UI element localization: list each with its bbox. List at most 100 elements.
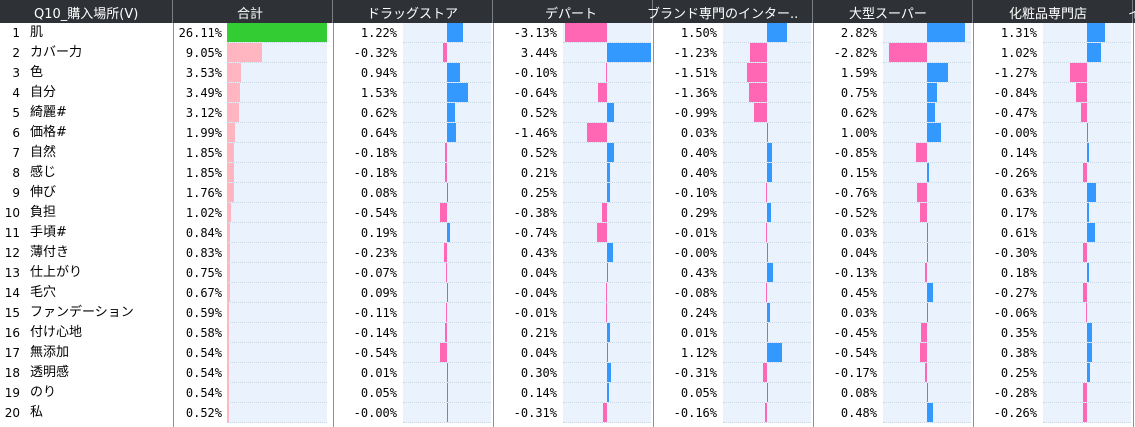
share-value: -0.06% bbox=[993, 306, 1037, 320]
share-bar-cell bbox=[403, 223, 491, 243]
share-value: 0.62% bbox=[840, 106, 877, 120]
table-row[interactable]: 14 毛穴 0.67% 0.09% -0.04% -0.08% 0.45% -0.27% bbox=[0, 283, 1135, 303]
table-row[interactable]: 2 カバー力 9.05% -0.32% 3.44% -1.23% -2.82% 1.02% bbox=[0, 43, 1135, 63]
keyword-label: カバー力 bbox=[30, 45, 83, 60]
positive-bar bbox=[1087, 343, 1092, 362]
share-bar-cell bbox=[723, 323, 811, 343]
negative-bar bbox=[1083, 383, 1087, 402]
table-row[interactable]: 16 付け心地 0.58% -0.14% 0.21% 0.01% -0.45% 0.35% bbox=[0, 323, 1135, 343]
table-row[interactable]: 1 肌 26.11% 1.22% -3.13% 1.50% 2.82% 1.31% bbox=[0, 23, 1135, 43]
share-bar-cell bbox=[1043, 323, 1131, 343]
share-bar-cell bbox=[563, 23, 651, 43]
total-bar bbox=[227, 163, 234, 182]
negative-bar bbox=[446, 303, 447, 322]
share-bar-cell bbox=[723, 123, 811, 143]
row-number: 16 bbox=[4, 326, 20, 340]
table-row[interactable]: 9 伸び 1.76% 0.08% 0.25% -0.10% -0.76% 0.63% bbox=[0, 183, 1135, 203]
total-bar bbox=[227, 323, 229, 342]
total-bar-cell bbox=[227, 163, 327, 183]
total-bar-cell bbox=[227, 83, 327, 103]
table-row[interactable]: 19 のり 0.54% 0.05% 0.14% 0.05% 0.08% -0.28% bbox=[0, 383, 1135, 403]
share-bar-cell bbox=[563, 283, 651, 303]
share-value: -0.32% bbox=[353, 46, 397, 60]
share-bar-cell bbox=[723, 103, 811, 123]
share-bar-cell bbox=[403, 63, 491, 83]
row-number: 7 bbox=[12, 146, 20, 160]
share-value: -0.38% bbox=[513, 206, 557, 220]
share-value: 1.59% bbox=[840, 66, 877, 80]
negative-bar bbox=[765, 403, 767, 422]
table-row[interactable]: 13 仕上がり 0.75% -0.07% 0.04% 0.43% -0.13% 0.18% bbox=[0, 263, 1135, 283]
negative-bar bbox=[440, 343, 447, 362]
positive-bar bbox=[1087, 363, 1090, 382]
header-department-store[interactable]: デパート bbox=[493, 0, 653, 23]
total-value: 1.02% bbox=[185, 206, 222, 220]
row-number: 1 bbox=[12, 26, 20, 40]
table-row[interactable]: 4 自分 3.49% 1.53% -0.64% -1.36% 0.75% -0.84% bbox=[0, 83, 1135, 103]
table-row[interactable]: 6 価格# 1.99% 0.64% -1.46% 0.03% 1.00% -0.00% bbox=[0, 123, 1135, 143]
negative-bar bbox=[925, 263, 927, 282]
keyword-label: 付け心地 bbox=[30, 325, 83, 340]
total-bar-cell bbox=[227, 123, 327, 143]
share-value: -0.17% bbox=[833, 366, 877, 380]
negative-bar bbox=[445, 163, 447, 182]
header-supermarket[interactable]: 大型スーパー bbox=[813, 0, 973, 23]
share-value: 0.14% bbox=[1000, 146, 1037, 160]
positive-bar bbox=[607, 183, 610, 202]
share-value: -0.64% bbox=[513, 86, 557, 100]
table-row[interactable]: 8 感じ 1.85% -0.18% 0.21% 0.40% 0.15% -0.26% bbox=[0, 163, 1135, 183]
total-value: 0.54% bbox=[185, 346, 222, 360]
share-bar-cell bbox=[883, 263, 971, 283]
total-bar-cell bbox=[227, 343, 327, 363]
total-bar bbox=[227, 243, 230, 262]
total-value: 1.85% bbox=[185, 146, 222, 160]
row-number: 14 bbox=[4, 286, 20, 300]
header-drugstore[interactable]: ドラッグストア bbox=[333, 0, 493, 23]
header-cosmetics-shop[interactable]: 化粧品専門店 bbox=[973, 0, 1133, 23]
header-label: ドラッグストア bbox=[367, 7, 459, 22]
table-row[interactable]: 15 ファンデーション 0.59% -0.11% -0.01% 0.24% 0.03% -0.… bbox=[0, 303, 1135, 323]
total-bar-cell bbox=[227, 283, 327, 303]
share-bar-cell bbox=[883, 323, 971, 343]
table-row[interactable]: 18 透明感 0.54% 0.01% 0.30% -0.31% -0.17% 0.25% bbox=[0, 363, 1135, 383]
share-bar-cell bbox=[883, 203, 971, 223]
share-bar-cell bbox=[723, 343, 811, 363]
share-value: -1.36% bbox=[673, 86, 717, 100]
header-label: 大型スーパー bbox=[849, 7, 927, 22]
share-value: -1.23% bbox=[673, 46, 717, 60]
table-row[interactable]: 7 自然 1.85% -0.18% 0.52% 0.40% -0.85% 0.14% bbox=[0, 143, 1135, 163]
total-value: 0.54% bbox=[185, 366, 222, 380]
positive-bar bbox=[927, 243, 928, 262]
table-row[interactable]: 12 薄付き 0.83% -0.23% 0.43% -0.00% 0.04% -0.30% bbox=[0, 243, 1135, 263]
share-value: 0.29% bbox=[680, 206, 717, 220]
share-value: -0.74% bbox=[513, 226, 557, 240]
column-divider bbox=[653, 23, 654, 427]
total-value: 1.85% bbox=[185, 166, 222, 180]
table-row[interactable]: 10 負担 1.02% -0.54% -0.38% 0.29% -0.52% 0.17% bbox=[0, 203, 1135, 223]
share-value: -0.16% bbox=[673, 406, 717, 420]
share-bar-cell bbox=[883, 403, 971, 423]
keyword-label: 仕上がり bbox=[30, 265, 83, 280]
share-bar-cell bbox=[1043, 183, 1131, 203]
total-value: 0.75% bbox=[185, 266, 222, 280]
header-total[interactable]: 合計 bbox=[173, 0, 333, 23]
negative-bar bbox=[606, 63, 607, 82]
negative-bar bbox=[1083, 283, 1087, 302]
share-bar-cell bbox=[723, 203, 811, 223]
table-row[interactable]: 3 色 3.53% 0.94% -0.10% -1.51% 1.59% -1.27% bbox=[0, 63, 1135, 83]
header-more[interactable]: イ bbox=[1128, 0, 1135, 23]
share-value: -1.27% bbox=[993, 66, 1037, 80]
table-row[interactable]: 11 手頃# 0.84% 0.19% -0.74% -0.01% 0.03% 0.61% bbox=[0, 223, 1135, 243]
negative-bar bbox=[889, 43, 927, 62]
positive-bar bbox=[767, 323, 768, 342]
header-keyword[interactable]: Q10_購入場所(V) bbox=[0, 0, 173, 23]
share-bar-cell bbox=[723, 363, 811, 383]
header-brand-online[interactable]: ブランド専門のインター.. bbox=[647, 0, 813, 23]
table-row[interactable]: 17 無添加 0.54% -0.54% 0.04% 1.12% -0.54% 0.38% bbox=[0, 343, 1135, 363]
table-row[interactable]: 20 私 0.52% -0.00% -0.31% -0.16% 0.48% -0.26% bbox=[0, 403, 1135, 423]
share-value: 0.64% bbox=[360, 126, 397, 140]
share-value: -0.18% bbox=[353, 166, 397, 180]
share-value: -0.18% bbox=[353, 146, 397, 160]
table-row[interactable]: 5 綺麗# 3.12% 0.62% 0.52% -0.99% 0.62% -0.47% bbox=[0, 103, 1135, 123]
positive-bar bbox=[927, 63, 948, 82]
